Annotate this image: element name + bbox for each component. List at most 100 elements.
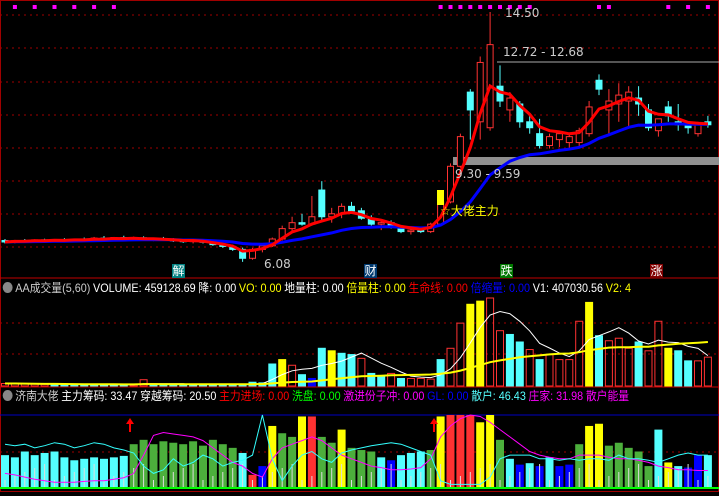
volume-bar — [426, 378, 435, 387]
candle-up — [506, 97, 514, 111]
signal-marker — [488, 5, 493, 9]
indicator-bar — [446, 415, 455, 488]
retail-line — [4, 414, 708, 485]
indicator-bar — [1, 455, 9, 488]
star-icon: ☆ — [440, 204, 451, 218]
life-line-value: 生命线: 0.00 — [408, 281, 468, 295]
volume-bar — [466, 303, 475, 387]
volume-bar — [604, 340, 613, 387]
indicator-bar — [505, 458, 514, 488]
indicator-bar — [545, 457, 554, 488]
indicator-bar — [703, 455, 712, 488]
indicator-bar — [10, 457, 19, 488]
main-chips-value: 主力筹码: 33.47 — [61, 389, 138, 403]
signal-marker — [606, 5, 611, 9]
indicator-bar — [575, 444, 584, 488]
indicator-bar — [307, 416, 316, 488]
indicator-bar — [139, 439, 148, 488]
candle-up — [694, 124, 702, 135]
banker-value: 庄家: 31.98 — [528, 389, 584, 403]
v2-value: V2: 4 — [605, 281, 631, 295]
indicator-bar — [406, 452, 415, 488]
volume-bar — [476, 300, 485, 387]
volume-bar — [486, 297, 495, 387]
signal-marker — [458, 5, 463, 9]
ma-short-line — [4, 83, 708, 253]
wash-value: 洗盘: 0.00 — [292, 389, 341, 403]
volume-bar — [327, 350, 336, 387]
tag-cai[interactable]: 财 — [364, 264, 377, 278]
indicator-bar — [496, 439, 504, 488]
candle-down — [348, 205, 355, 212]
candle-up — [288, 222, 296, 230]
indicator-bar — [456, 415, 465, 488]
indicator-bar — [288, 436, 297, 488]
candle-up — [546, 136, 553, 147]
banker-line — [4, 414, 708, 483]
indicator-bar — [208, 439, 217, 488]
tag-zhang[interactable]: 涨 — [650, 264, 663, 278]
indicator-bar — [100, 458, 108, 488]
signal-marker — [527, 5, 532, 9]
volume-title[interactable]: AA成交量(5,60) — [15, 281, 91, 295]
signal-marker — [111, 5, 116, 9]
indicator-menu-button[interactable] — [2, 282, 13, 293]
signal-marker — [32, 5, 37, 9]
volume-value: VOLUME: 459128.69 — [93, 281, 196, 295]
volume-bar — [565, 359, 574, 387]
band-price-label: 9.30 - 9.59 — [455, 167, 521, 181]
candle-down — [526, 121, 534, 129]
volume-bar — [367, 372, 376, 387]
candle-down — [595, 79, 603, 90]
indicator-bar — [416, 451, 425, 488]
candle-up — [555, 133, 563, 141]
indicator-bar — [367, 451, 376, 488]
volume-bar — [684, 360, 693, 387]
indicator-bar — [327, 442, 336, 488]
volume-bar — [317, 347, 326, 387]
gl-value: GL: 0.00 — [427, 389, 469, 403]
volume-bar — [654, 320, 663, 387]
support-band — [453, 157, 719, 165]
candle-up — [407, 229, 415, 233]
indicator-bar — [159, 441, 168, 488]
indicator-title[interactable]: 济南大佬 — [15, 389, 59, 403]
aggressive-value: 激进份子冲: 0.00 — [343, 389, 425, 403]
volume-bar — [496, 330, 504, 387]
cross-chips-value: 穿越筹码: 20.50 — [140, 389, 217, 403]
vo-value: VO: 0.00 — [238, 281, 282, 295]
volume-bar — [614, 337, 623, 387]
signal-marker — [92, 5, 97, 9]
indicator-menu-button[interactable] — [2, 390, 13, 401]
drop-value: 降: 0.00 — [198, 281, 237, 295]
candle-up — [565, 136, 573, 144]
indicator-bar — [694, 455, 702, 488]
indicator-bar — [199, 445, 207, 488]
tag-jie[interactable]: 解 — [172, 264, 185, 278]
signal-marker — [686, 5, 691, 9]
signal-marker — [507, 5, 512, 9]
main-enter-value: 主力进场: 0.00 — [219, 389, 290, 403]
indicator-bar — [436, 416, 445, 488]
indicator-bar — [624, 447, 633, 488]
signal-marker — [517, 5, 522, 9]
tag-die[interactable]: 跌 — [500, 264, 513, 278]
signal-marker — [705, 5, 710, 9]
indicator-header: 济南大佬 主力筹码: 33.47 穿越筹码: 20.50 主力进场: 0.00 洗盘: … — [0, 388, 632, 404]
indicator-bar — [228, 447, 237, 488]
volume-bar — [674, 350, 683, 387]
arrow-up-icon — [430, 418, 438, 432]
candle-down — [298, 222, 306, 225]
volume-bar — [456, 322, 465, 387]
volume-bar — [545, 354, 554, 387]
indicator-bar — [149, 444, 158, 488]
range-price-label: 12.72 - 12.68 — [503, 45, 584, 59]
volume-bar — [555, 359, 564, 387]
indicator-bar — [278, 433, 287, 488]
indicator-bar — [604, 445, 613, 488]
volume-bar — [664, 347, 673, 387]
volume-bar — [446, 347, 455, 387]
